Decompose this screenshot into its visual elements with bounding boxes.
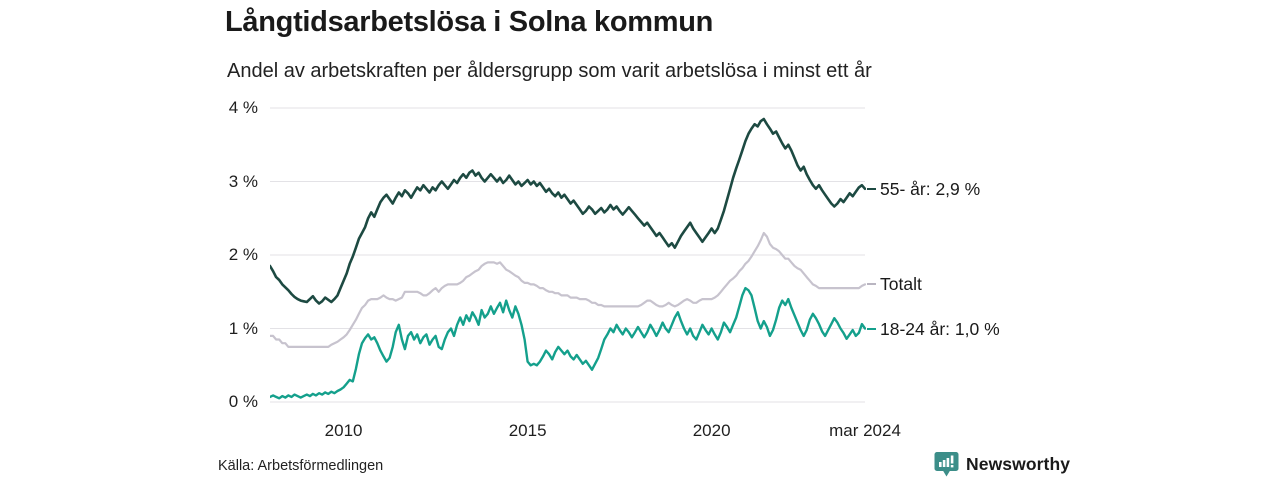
y-axis-tick-0pct: 0 %: [228, 392, 258, 411]
source-note: Källa: Arbetsförmedlingen: [218, 458, 384, 474]
newsworthy-wordmark: Newsworthy: [966, 454, 1071, 474]
x-axis-tick-2020: 2020: [692, 421, 731, 440]
series-line-55-r: [270, 117, 866, 305]
series-end-label-55-r: 55- år: 2,9 %: [880, 178, 981, 199]
y-axis-tick-1pct: 1 %: [228, 318, 258, 338]
page-title: Långtidsarbetslösa i Solna kommun: [225, 6, 714, 38]
y-axis-tick-3pct: 3 %: [228, 171, 258, 191]
x-axis-tick-2010: 2010: [324, 421, 363, 440]
series-end-label-totalt: Totalt: [880, 274, 922, 295]
chart-subtitle: Andel av arbetskraften per åldersgrupp s…: [227, 60, 872, 82]
newsworthy-branding[interactable]: Newsworthy: [934, 451, 1070, 478]
series-end-tick-55-r: [867, 187, 876, 190]
y-axis-tick-4pct: 4 %: [228, 98, 258, 117]
series-line-18-24-r: [270, 286, 866, 400]
newsworthy-bubble-barchart-icon: [934, 452, 959, 477]
series-end-label-18-24-r: 18-24 år: 1,0 %: [880, 318, 1000, 339]
y-axis-tick-2pct: 2 %: [228, 245, 258, 264]
x-axis-tick-2015: 2015: [508, 421, 547, 440]
series-end-tick-totalt: [867, 283, 876, 286]
line-chart-plot: [270, 107, 866, 403]
series-end-tick-18-24-r: [867, 327, 876, 330]
series-line-totalt: [270, 231, 866, 348]
x-axis-tick-mar-2024: mar 2024: [829, 421, 901, 440]
